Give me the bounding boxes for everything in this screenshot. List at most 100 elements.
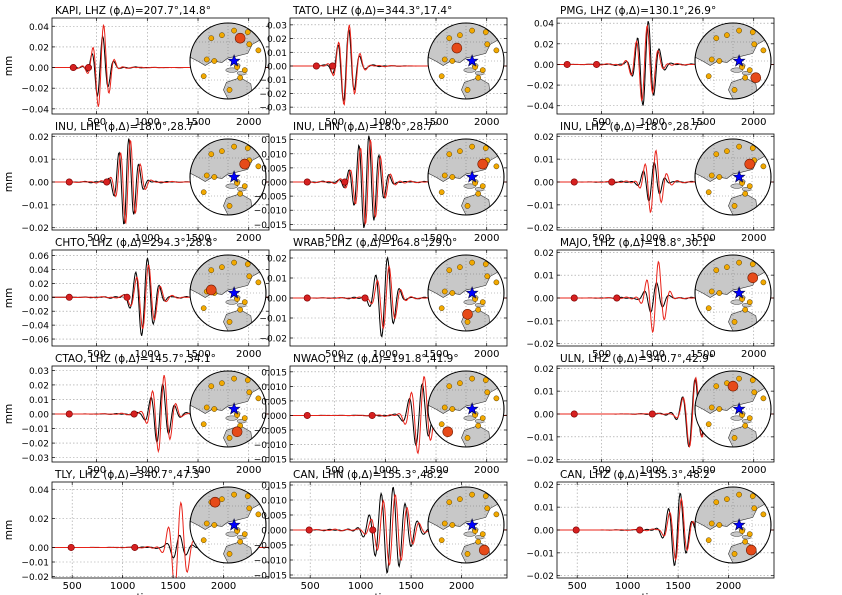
y-tick-label: 0.03 xyxy=(29,367,49,377)
circle-marker-icon xyxy=(493,511,500,518)
arrival-marker xyxy=(69,64,77,72)
globe-outline xyxy=(694,22,772,100)
arrival-marker xyxy=(570,294,578,302)
subplot-title: INU, LHE (ϕ,Δ)=18.0°,28.7° xyxy=(55,121,199,133)
x-tick-label: 2000 xyxy=(236,465,261,476)
circle-marker-icon xyxy=(246,41,253,48)
circle-marker-icon xyxy=(226,87,233,93)
land-masses xyxy=(695,487,771,563)
circle-marker-icon xyxy=(441,288,448,295)
circle-marker-icon xyxy=(449,522,456,528)
y-tick-label: 0.02 xyxy=(29,43,49,53)
circle-marker-icon xyxy=(713,151,720,158)
circle-marker-icon xyxy=(713,267,720,274)
circle-marker-icon xyxy=(751,505,758,512)
circle-marker-icon xyxy=(475,74,482,81)
land-masses xyxy=(428,139,504,215)
arrival-marker xyxy=(341,178,349,186)
arrival-marker xyxy=(305,526,313,534)
y-tick-label: −0.02 xyxy=(526,340,554,350)
globe-outline xyxy=(189,486,267,564)
circle-marker-icon xyxy=(716,58,723,64)
land-masses xyxy=(428,23,504,99)
subplot-title: INU, LHZ (ϕ,Δ)=18.0°,28.7° xyxy=(560,121,705,133)
circle-marker-icon xyxy=(482,145,489,151)
y-tick-label: 0.02 xyxy=(29,515,49,525)
circle-marker-icon xyxy=(208,267,215,274)
circle-marker-icon xyxy=(484,273,491,280)
circle-marker-icon xyxy=(475,306,482,313)
star-icon xyxy=(227,402,241,415)
y-tick-label: −0.015 xyxy=(254,221,287,231)
x-axis-label: time, sec xyxy=(136,592,184,595)
x-tick-label: 1000 xyxy=(373,117,398,128)
y-tick-label: 0.02 xyxy=(29,381,49,391)
circle-marker-icon xyxy=(226,203,233,209)
y-tick-label: −0.02 xyxy=(21,440,49,450)
land-masses xyxy=(428,487,504,563)
globe-outline xyxy=(189,370,267,448)
circle-marker-icon xyxy=(751,389,758,396)
y-tick-label: 0.015 xyxy=(261,368,287,378)
y-tick-label: −0.01 xyxy=(526,317,554,327)
circle-marker-icon xyxy=(731,551,738,557)
y-tick-label: 0.02 xyxy=(534,249,554,259)
circle-marker-icon xyxy=(219,148,225,155)
highlighted-station-marker xyxy=(747,272,759,284)
x-tick-label: 2000 xyxy=(716,581,741,592)
circle-marker-icon xyxy=(493,47,500,54)
star-icon xyxy=(227,170,241,183)
y-tick-label: 0.01 xyxy=(267,49,287,59)
circle-marker-icon xyxy=(749,145,756,151)
y-tick-label: 0.000 xyxy=(261,179,287,189)
circle-marker-icon xyxy=(219,380,225,387)
y-tick-label: −0.04 xyxy=(21,322,49,332)
arrival-marker xyxy=(67,543,75,551)
star-icon xyxy=(227,518,241,531)
star-icon xyxy=(465,518,479,531)
y-tick-label: 0.010 xyxy=(261,150,287,160)
circle-marker-icon xyxy=(457,380,463,387)
globe-map-icon xyxy=(427,138,505,216)
circle-marker-icon xyxy=(749,377,756,383)
circle-marker-icon xyxy=(746,183,753,189)
circle-marker-icon xyxy=(246,389,253,396)
y-tick-label: 0.00 xyxy=(29,179,49,189)
globe-outline xyxy=(427,370,505,448)
circle-marker-icon xyxy=(241,299,248,305)
circle-marker-icon xyxy=(231,27,237,34)
x-tick-label: 1000 xyxy=(110,581,135,592)
y-tick-label: 0.00 xyxy=(267,63,287,73)
circle-marker-icon xyxy=(475,538,482,545)
globe-map-icon xyxy=(694,254,772,332)
y-tick-label: 0.01 xyxy=(534,156,554,166)
arrival-marker xyxy=(85,64,93,72)
x-tick-label: 1500 xyxy=(185,233,210,244)
y-tick-label: −0.02 xyxy=(21,85,49,95)
circle-marker-icon xyxy=(713,35,720,42)
x-tick-label: 1500 xyxy=(185,465,210,476)
circle-marker-icon xyxy=(731,87,738,93)
circle-marker-icon xyxy=(231,375,237,382)
highlighted-station-marker xyxy=(750,72,762,84)
x-tick-label: 1500 xyxy=(423,349,448,360)
arrival-marker xyxy=(361,294,369,302)
y-tick-label: 0.00 xyxy=(29,64,49,74)
globe-outline xyxy=(427,486,505,564)
subplot-5: 500 1000 1500 2000 0.015 0.010 0.005 0.000 −0.00… xyxy=(254,121,508,244)
y-tick-label: −0.04 xyxy=(526,102,554,112)
island xyxy=(730,299,744,305)
circle-marker-icon xyxy=(244,261,251,267)
x-tick-label: 1000 xyxy=(640,233,665,244)
circle-marker-icon xyxy=(760,47,767,54)
x-tick-label: 500 xyxy=(325,465,344,476)
circle-marker-icon xyxy=(446,35,453,42)
circle-marker-icon xyxy=(493,163,500,170)
subplot-1: 500 1000 1500 2000 0.04 0.02 0.00 −0.02 −0.04 KAP… xyxy=(3,5,270,128)
star-icon xyxy=(465,54,479,67)
globe-map-icon xyxy=(189,138,267,216)
x-tick-label: 1500 xyxy=(690,117,715,128)
circle-marker-icon xyxy=(255,163,262,170)
x-tick-label: 1500 xyxy=(423,117,448,128)
